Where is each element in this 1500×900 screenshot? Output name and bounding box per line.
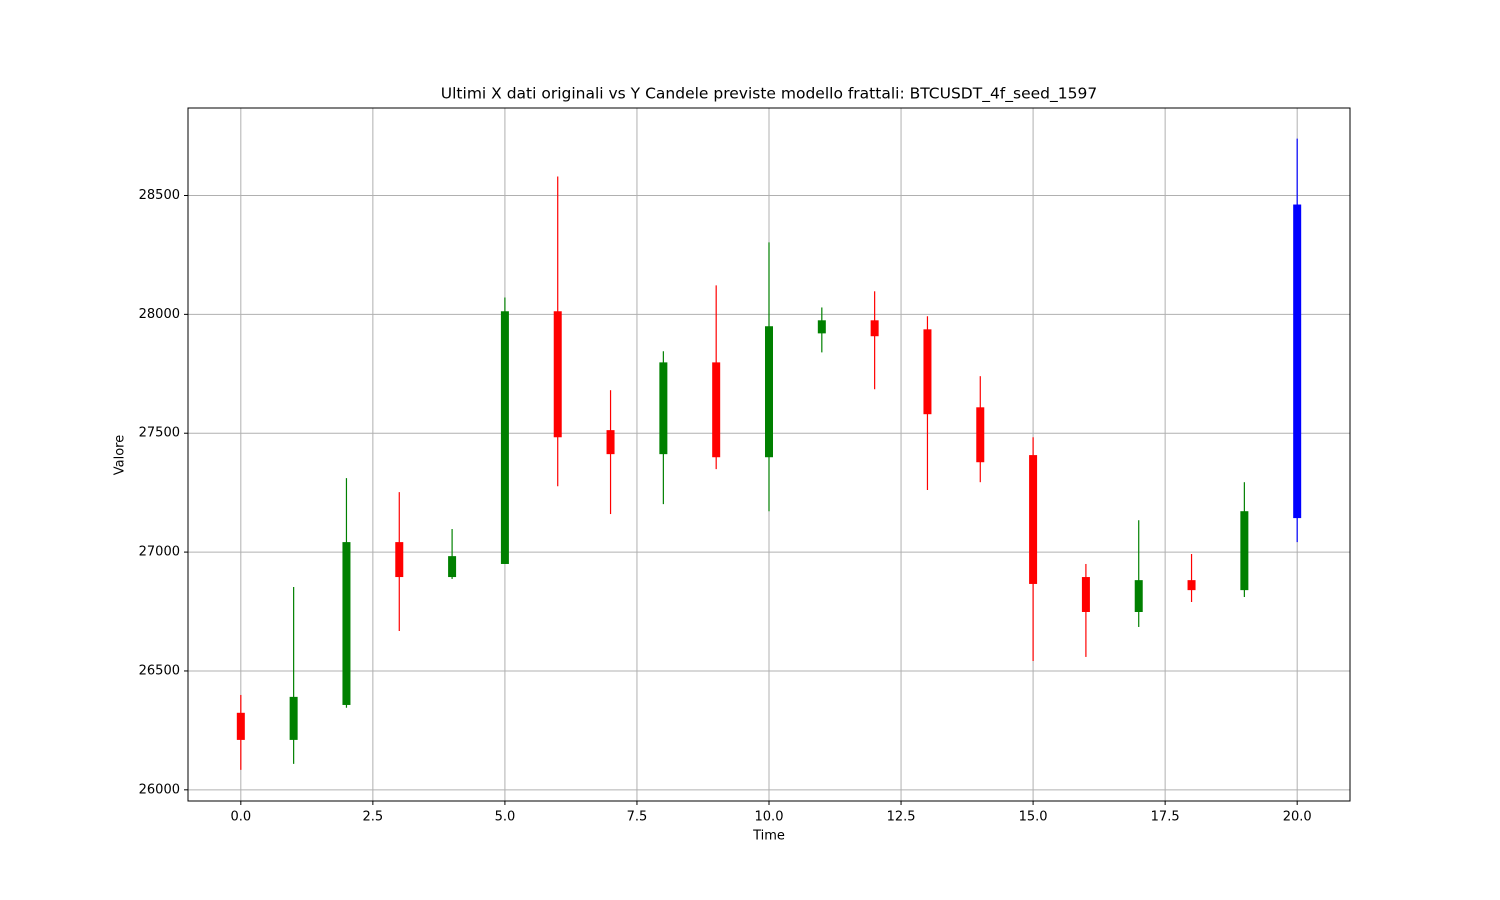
candle-body [1029, 455, 1038, 584]
candle-body [765, 326, 773, 458]
candle-body [1293, 204, 1302, 519]
candle-body [817, 320, 826, 334]
candle-body [659, 362, 668, 455]
candle-body [1081, 577, 1090, 612]
x-tick-label: 5.0 [495, 810, 516, 825]
chart-title: Ultimi X dati originali vs Y Candele pre… [441, 85, 1097, 104]
candle-body [289, 696, 298, 740]
y-tick-label: 26500 [139, 663, 180, 678]
candle-body [976, 407, 985, 463]
candle-body [500, 311, 509, 564]
x-tick-label: 17.5 [1151, 810, 1180, 825]
candle-body [1187, 580, 1196, 591]
y-tick-label: 28500 [139, 188, 180, 203]
plot-frame [187, 107, 1351, 802]
x-tick-label: 15.0 [1019, 810, 1048, 825]
y-tick-label: 27000 [139, 545, 180, 560]
x-tick-label: 2.5 [363, 810, 384, 825]
plot-area: 26000 26500 27000 27500 28000 28500 0.0 2.5 5.0 7… [139, 108, 1350, 825]
candle-body [923, 329, 932, 415]
x-tick-label: 7.5 [627, 810, 648, 825]
candle-body [712, 362, 721, 458]
candle-body [342, 542, 351, 705]
x-tick-label: 12.5 [887, 810, 916, 825]
x-axis-label: Time [752, 829, 785, 844]
candle-body [1134, 580, 1143, 612]
candle-body [448, 556, 457, 578]
y-tick-label: 27500 [139, 426, 180, 441]
x-tick-label: 10.0 [755, 810, 784, 825]
x-tick-label: 20.0 [1283, 810, 1312, 825]
candle-body [606, 430, 615, 455]
candle-body [1240, 511, 1249, 591]
candle-body [553, 311, 562, 438]
candle-body [236, 712, 245, 740]
x-tick-label: 0.0 [230, 810, 251, 825]
candle-body [395, 542, 404, 578]
y-axis-label: Valore [113, 435, 128, 475]
y-tick-label: 26000 [139, 782, 180, 797]
candle-body [870, 320, 879, 337]
y-tick-label: 28000 [139, 307, 180, 322]
